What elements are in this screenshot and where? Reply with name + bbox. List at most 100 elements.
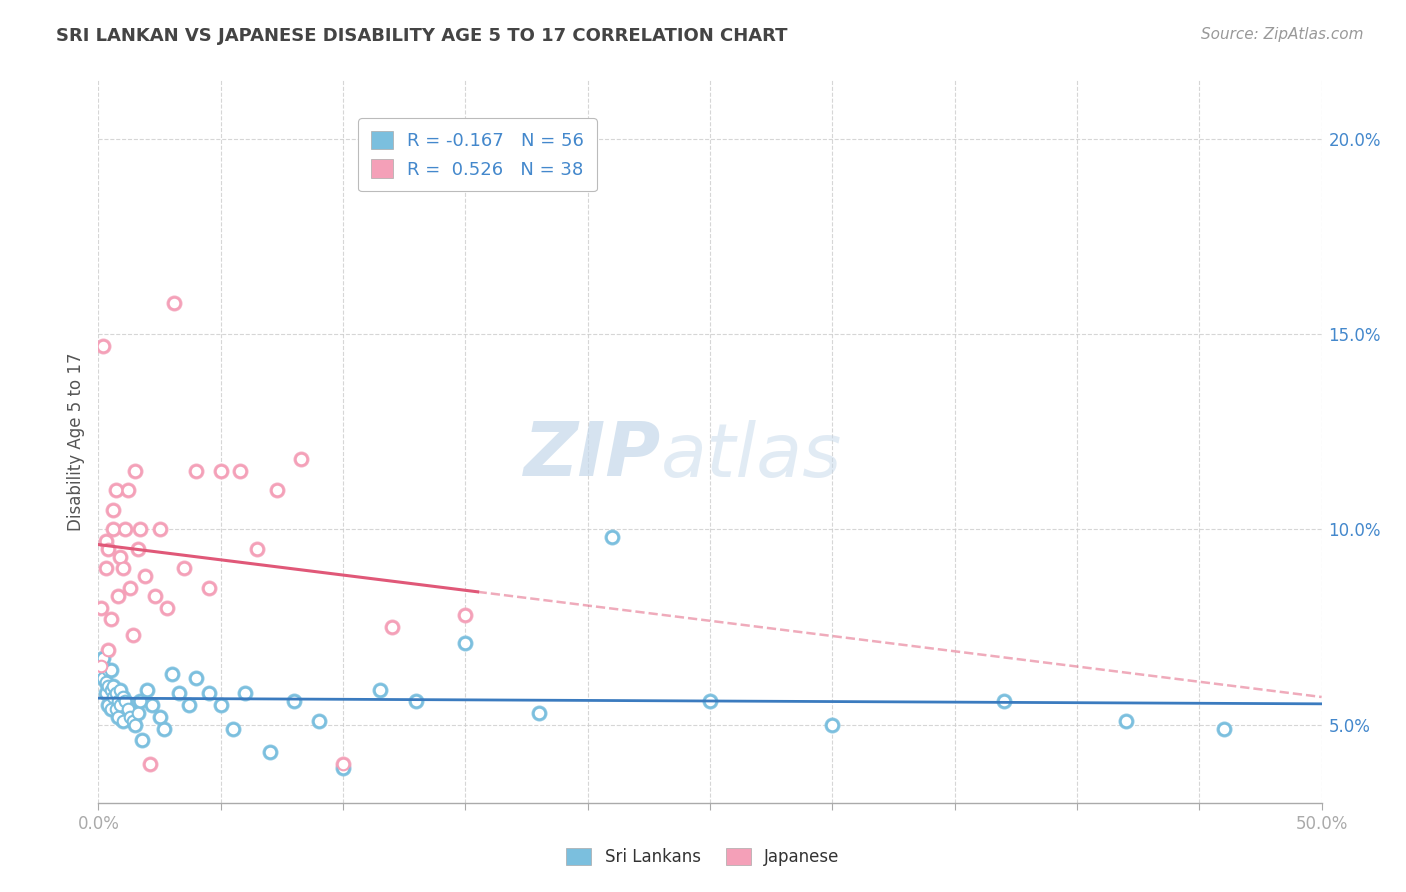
Point bbox=[186, 464, 208, 478]
Point bbox=[332, 756, 354, 771]
Point bbox=[114, 694, 136, 708]
Point bbox=[120, 581, 142, 595]
Point bbox=[97, 679, 120, 693]
Point bbox=[111, 690, 134, 705]
Point bbox=[186, 671, 208, 685]
Point bbox=[167, 686, 190, 700]
Point bbox=[121, 714, 143, 728]
Point bbox=[259, 745, 281, 759]
Point bbox=[111, 561, 134, 575]
Point bbox=[290, 452, 312, 467]
Point bbox=[104, 686, 127, 700]
Point bbox=[266, 483, 288, 498]
Point bbox=[1212, 722, 1234, 736]
Point bbox=[100, 682, 122, 697]
Point bbox=[90, 659, 112, 673]
Point bbox=[454, 608, 477, 623]
Point bbox=[97, 541, 120, 556]
Point bbox=[124, 464, 146, 478]
Point bbox=[107, 694, 129, 708]
Point bbox=[91, 339, 114, 353]
Point bbox=[97, 541, 120, 556]
Point bbox=[209, 698, 232, 713]
Point bbox=[120, 581, 142, 595]
Point bbox=[90, 600, 112, 615]
Point bbox=[110, 549, 132, 564]
Point bbox=[97, 643, 120, 657]
Point bbox=[90, 659, 112, 673]
Point bbox=[100, 612, 122, 626]
Point bbox=[107, 710, 129, 724]
Point bbox=[454, 635, 477, 649]
Point bbox=[110, 682, 132, 697]
Point bbox=[97, 679, 120, 693]
Point bbox=[209, 464, 232, 478]
Point bbox=[127, 541, 149, 556]
Point bbox=[163, 296, 186, 310]
Point bbox=[117, 483, 139, 498]
Point bbox=[94, 561, 117, 575]
Point bbox=[101, 523, 124, 537]
Point bbox=[94, 534, 117, 549]
Point bbox=[229, 464, 252, 478]
Point bbox=[127, 706, 149, 720]
Point bbox=[100, 702, 122, 716]
Point bbox=[97, 698, 120, 713]
Point bbox=[90, 659, 112, 673]
Point bbox=[111, 561, 134, 575]
Point bbox=[246, 541, 269, 556]
Point bbox=[91, 671, 114, 685]
Point bbox=[149, 523, 172, 537]
Point bbox=[177, 698, 200, 713]
Point bbox=[101, 679, 124, 693]
Point bbox=[173, 561, 195, 575]
Point bbox=[136, 682, 159, 697]
Point bbox=[283, 694, 305, 708]
Point bbox=[129, 694, 152, 708]
Point bbox=[91, 671, 114, 685]
Point bbox=[233, 686, 256, 700]
Point bbox=[100, 612, 122, 626]
Point bbox=[91, 651, 114, 665]
Point bbox=[129, 694, 152, 708]
Point bbox=[167, 686, 190, 700]
Point bbox=[332, 761, 354, 775]
Point bbox=[131, 733, 153, 747]
Point bbox=[139, 756, 162, 771]
Point bbox=[136, 682, 159, 697]
Point bbox=[197, 686, 219, 700]
Point bbox=[117, 702, 139, 716]
Point bbox=[107, 694, 129, 708]
Point bbox=[111, 714, 134, 728]
Point bbox=[97, 643, 120, 657]
Point bbox=[107, 710, 129, 724]
Point bbox=[127, 706, 149, 720]
Point bbox=[101, 523, 124, 537]
Point bbox=[97, 663, 120, 677]
Point bbox=[94, 686, 117, 700]
Point bbox=[209, 464, 232, 478]
Point bbox=[405, 694, 427, 708]
Point bbox=[90, 600, 112, 615]
Point bbox=[222, 722, 245, 736]
Point bbox=[173, 561, 195, 575]
Point bbox=[141, 698, 163, 713]
Point bbox=[153, 722, 176, 736]
Point bbox=[124, 717, 146, 731]
Point bbox=[90, 659, 112, 673]
Point bbox=[94, 686, 117, 700]
Point bbox=[121, 714, 143, 728]
Point bbox=[110, 698, 132, 713]
Point bbox=[101, 679, 124, 693]
Point bbox=[160, 667, 183, 681]
Point bbox=[139, 756, 162, 771]
Point bbox=[97, 698, 120, 713]
Point bbox=[821, 717, 844, 731]
Point bbox=[110, 682, 132, 697]
Point bbox=[90, 667, 112, 681]
Point bbox=[600, 530, 623, 544]
Point bbox=[104, 483, 127, 498]
Point bbox=[821, 717, 844, 731]
Point bbox=[156, 600, 179, 615]
Point bbox=[121, 628, 143, 642]
